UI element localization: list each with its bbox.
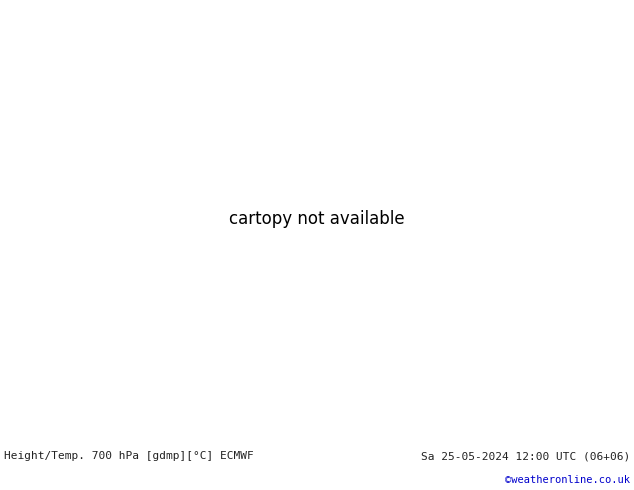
- Text: Height/Temp. 700 hPa [gdmp][°C] ECMWF: Height/Temp. 700 hPa [gdmp][°C] ECMWF: [4, 451, 254, 462]
- Text: ©weatheronline.co.uk: ©weatheronline.co.uk: [505, 474, 630, 485]
- Text: Sa 25-05-2024 12:00 UTC (06+06): Sa 25-05-2024 12:00 UTC (06+06): [421, 451, 630, 462]
- Text: cartopy not available: cartopy not available: [229, 210, 405, 228]
